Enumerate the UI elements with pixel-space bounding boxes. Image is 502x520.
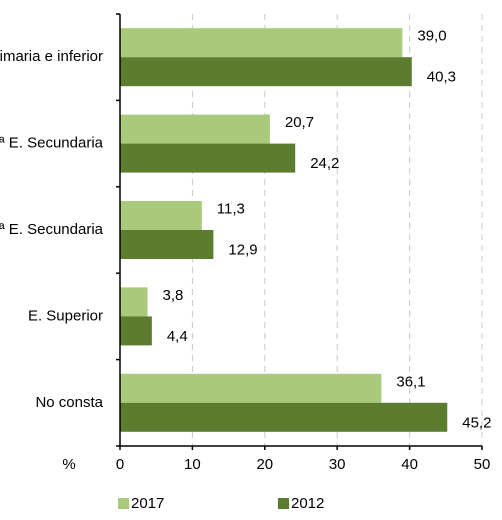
x-tick-label: 20 bbox=[256, 456, 273, 473]
bar-2012 bbox=[120, 143, 296, 173]
x-tick-label: 10 bbox=[184, 456, 201, 473]
category-labels: E. Primaria e inferior 1ª E. Secundaria 2ª… bbox=[0, 48, 104, 411]
data-label: 24,2 bbox=[310, 155, 339, 172]
legend-label-2012: 2012 bbox=[291, 495, 324, 512]
data-label: 40,3 bbox=[427, 69, 456, 86]
bar-2017 bbox=[120, 201, 202, 230]
data-labels: 39,0 40,3 20,7 24,2 11,3 12,9 3,8 4,4 36,1 45,2 bbox=[163, 28, 492, 432]
bar-2012 bbox=[120, 316, 152, 346]
x-tick-labels: 0 10 20 30 40 50 bbox=[116, 456, 491, 473]
bar-2012 bbox=[120, 230, 214, 259]
legend-swatch-2017 bbox=[118, 498, 129, 509]
bar-2017 bbox=[120, 287, 148, 317]
x-axis-label: % bbox=[62, 456, 75, 473]
legend: 2017 2012 bbox=[118, 495, 324, 512]
bar-2017 bbox=[120, 114, 270, 144]
data-label: 11,3 bbox=[217, 200, 245, 217]
bars bbox=[120, 28, 448, 432]
bar-2017 bbox=[120, 28, 403, 58]
category-label: E. Superior bbox=[28, 307, 103, 324]
category-label: 1ª E. Secundaria bbox=[0, 135, 104, 152]
data-label: 4,4 bbox=[167, 328, 188, 345]
data-label: 39,0 bbox=[417, 28, 446, 45]
bar-2017 bbox=[120, 373, 382, 403]
legend-swatch-2012 bbox=[278, 498, 289, 509]
bar-2012 bbox=[120, 57, 412, 87]
data-label: 20,7 bbox=[285, 114, 314, 131]
data-label: 36,1 bbox=[396, 373, 425, 390]
x-tick-label: 0 bbox=[116, 456, 124, 473]
legend-label-2017: 2017 bbox=[131, 495, 164, 512]
data-label: 3,8 bbox=[163, 287, 184, 304]
axes bbox=[116, 13, 483, 450]
category-label: E. Primaria e inferior bbox=[0, 48, 103, 65]
bar-2012 bbox=[120, 402, 448, 432]
category-label: No consta bbox=[35, 394, 103, 411]
category-label: 2ª E. Secundaria bbox=[0, 221, 104, 238]
x-tick-label: 30 bbox=[329, 456, 346, 473]
data-label: 45,2 bbox=[462, 414, 491, 431]
data-label: 12,9 bbox=[228, 241, 257, 258]
x-tick-label: 50 bbox=[474, 456, 491, 473]
x-tick-label: 40 bbox=[401, 456, 418, 473]
